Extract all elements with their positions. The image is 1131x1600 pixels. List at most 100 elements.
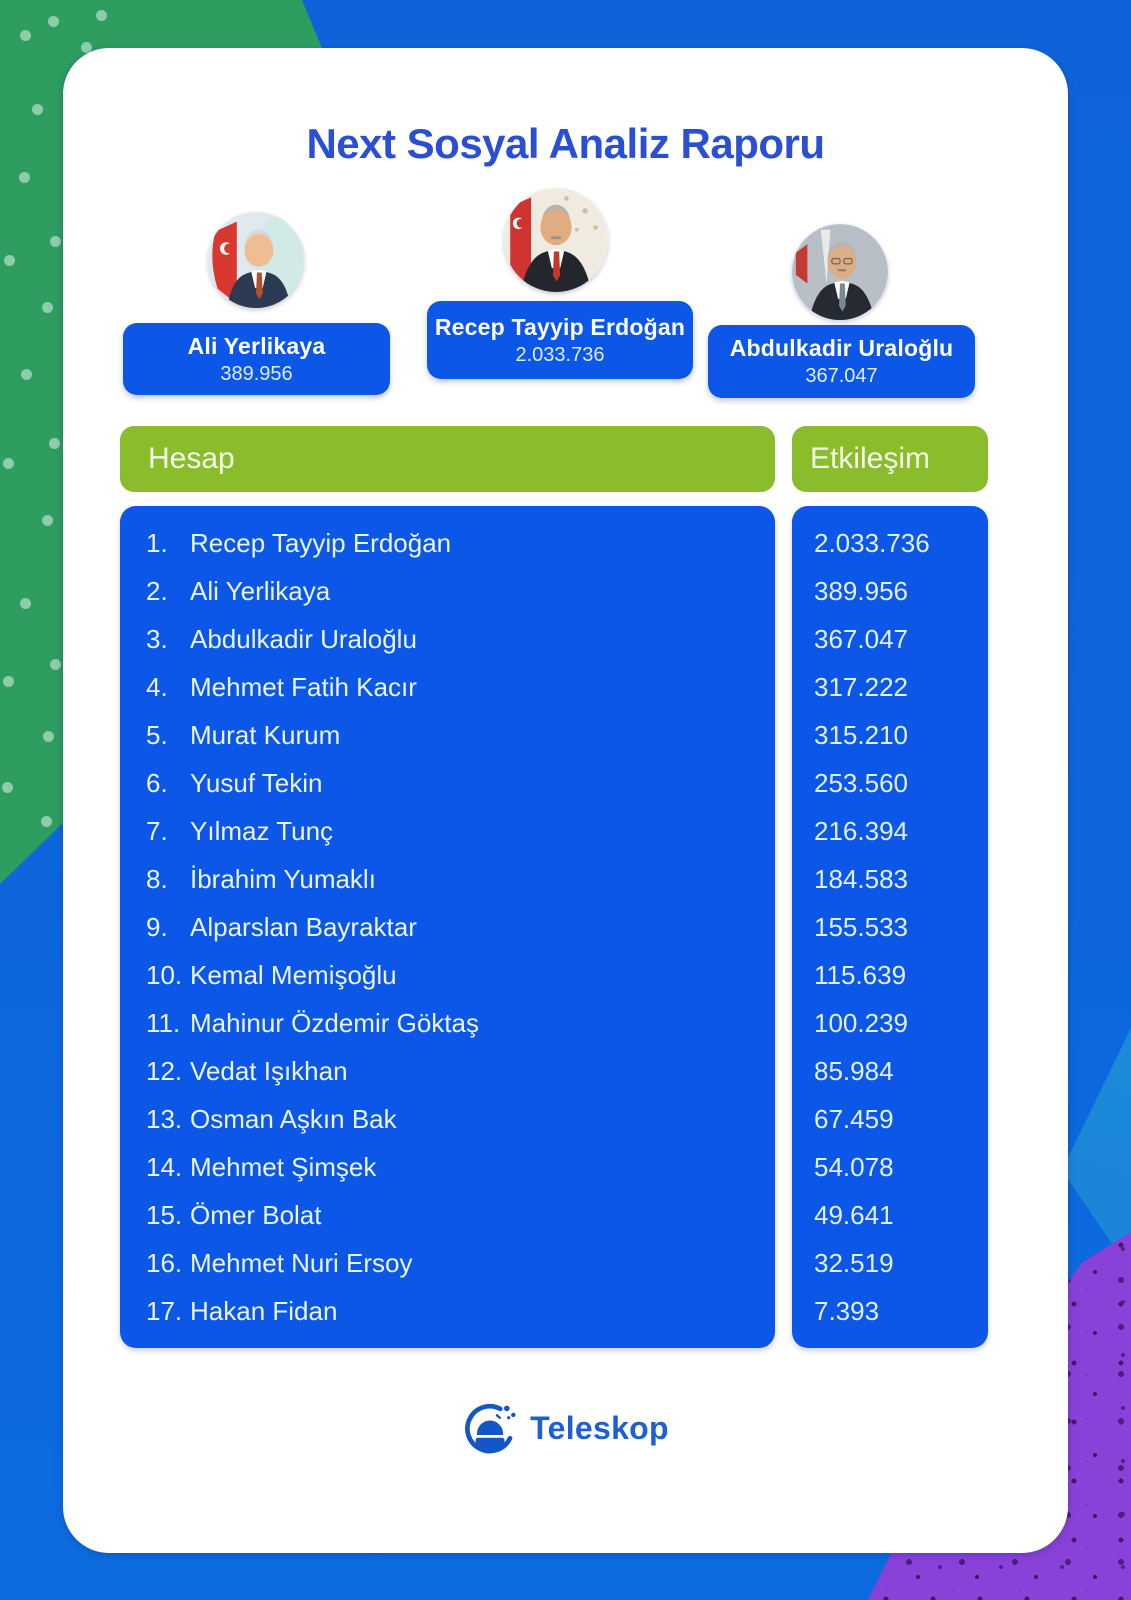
- avatar-abdulkadir-uraloglu: [792, 224, 888, 320]
- row-account-name: Mehmet Nuri Ersoy: [190, 1247, 413, 1278]
- row-rank: 1.: [146, 527, 168, 558]
- row-engagement-value: 2.033.736: [814, 527, 930, 558]
- table-row: 14. Mehmet Şimşek: [120, 1143, 775, 1191]
- table-value-row: 115.639: [792, 951, 988, 999]
- row-rank: 15.: [146, 1199, 183, 1230]
- row-account-name: Hakan Fidan: [190, 1295, 338, 1326]
- row-rank: 2.: [146, 575, 168, 606]
- row-account-name: Kemal Memişoğlu: [190, 959, 397, 990]
- row-engagement-value: 389.956: [814, 575, 908, 606]
- row-engagement-value: 184.583: [814, 863, 908, 894]
- row-engagement-value: 155.533: [814, 911, 908, 942]
- row-account-name: Mehmet Fatih Kacır: [190, 671, 417, 702]
- table-value-row: 32.519: [792, 1239, 988, 1287]
- row-engagement-value: 367.047: [814, 623, 908, 654]
- row-rank: 6.: [146, 767, 168, 798]
- row-rank: 7.: [146, 815, 168, 846]
- row-engagement-value: 216.394: [814, 815, 908, 846]
- featured-card-ali-yerlikaya: Ali Yerlikaya 389.956: [123, 323, 390, 395]
- person-photo-icon: [792, 224, 888, 320]
- row-engagement-value: 67.459: [814, 1103, 894, 1134]
- row-engagement-value: 315.210: [814, 719, 908, 750]
- row-rank: 9.: [146, 911, 168, 942]
- table-value-row: 100.239: [792, 999, 988, 1047]
- row-account-name: Yusuf Tekin: [190, 767, 323, 798]
- row-rank: 12.: [146, 1055, 183, 1086]
- row-rank: 4.: [146, 671, 168, 702]
- row-rank: 16.: [146, 1247, 183, 1278]
- green-dots-pattern: [0, 0, 11, 11]
- table-value-row: 367.047: [792, 615, 988, 663]
- row-engagement-value: 317.222: [814, 671, 908, 702]
- row-engagement-value: 253.560: [814, 767, 908, 798]
- table-row: 16. Mehmet Nuri Ersoy: [120, 1239, 775, 1287]
- table-value-row: 315.210: [792, 711, 988, 759]
- engagement-list: 2.033.736 389.956 367.047 317.222 315.210 253…: [792, 506, 988, 1348]
- column-header-account: Hesap: [120, 426, 775, 492]
- row-account-name: Yılmaz Tunç: [190, 815, 334, 846]
- table-row: 6. Yusuf Tekin: [120, 759, 775, 807]
- row-rank: 5.: [146, 719, 168, 750]
- person-photo-icon: [208, 212, 304, 308]
- avatar-recep-tayyip-erdogan: [504, 188, 608, 292]
- table-row: 1. Recep Tayyip Erdoğan: [120, 519, 775, 567]
- row-engagement-value: 100.239: [814, 1007, 908, 1038]
- table-value-row: 7.393: [792, 1287, 988, 1335]
- row-rank: 10.: [146, 959, 183, 990]
- row-account-name: Alparslan Bayraktar: [190, 911, 417, 942]
- person-photo-icon: [504, 188, 608, 292]
- row-account-name: Vedat Işıkhan: [190, 1055, 348, 1086]
- row-account-name: Recep Tayyip Erdoğan: [190, 527, 452, 558]
- table-row: 10. Kemal Memişoğlu: [120, 951, 775, 999]
- row-account-name: Mahinur Özdemir Göktaş: [190, 1007, 479, 1038]
- featured-value: 367.047: [805, 365, 878, 387]
- row-engagement-value: 7.393: [814, 1295, 880, 1326]
- table-value-row: 155.533: [792, 903, 988, 951]
- row-account-name: Ali Yerlikaya: [190, 575, 331, 606]
- table-row: 15. Ömer Bolat: [120, 1191, 775, 1239]
- table-value-row: 253.560: [792, 759, 988, 807]
- row-rank: 17.: [146, 1295, 183, 1326]
- table-row: 17. Hakan Fidan: [120, 1287, 775, 1335]
- featured-value: 389.956: [220, 362, 293, 385]
- featured-name: Abdulkadir Uraloğlu: [729, 335, 954, 361]
- row-account-name: Mehmet Şimşek: [190, 1151, 377, 1182]
- table-row: 3. Abdulkadir Uraloğlu: [120, 615, 775, 663]
- table-value-row: 2.033.736: [792, 519, 988, 567]
- table-row: 8. İbrahim Yumaklı: [120, 855, 775, 903]
- row-engagement-value: 115.639: [814, 959, 907, 990]
- teleskop-observatory-dome-icon: [465, 1403, 516, 1454]
- featured-card-abdulkadir-uraloglu: Abdulkadir Uraloğlu 367.047: [708, 325, 975, 398]
- featured-value: 2.033.736: [515, 343, 605, 366]
- table-row: 2. Ali Yerlikaya: [120, 567, 775, 615]
- brand-footer: Teleskop: [63, 1400, 1068, 1456]
- row-engagement-value: 54.078: [814, 1151, 894, 1182]
- row-account-name: Osman Aşkın Bak: [190, 1103, 397, 1134]
- avatar-ali-yerlikaya: [208, 212, 304, 308]
- brand-name: Teleskop: [530, 1409, 669, 1446]
- table-value-row: 389.956: [792, 567, 988, 615]
- row-account-name: Murat Kurum: [190, 719, 341, 750]
- row-account-name: İbrahim Yumaklı: [190, 863, 376, 894]
- table-value-row: 85.984: [792, 1047, 988, 1095]
- table-row: 5. Murat Kurum: [120, 711, 775, 759]
- table-row: 4. Mehmet Fatih Kacır: [120, 663, 775, 711]
- table-value-row: 67.459: [792, 1095, 988, 1143]
- table-value-row: 317.222: [792, 663, 988, 711]
- row-rank: 13.: [146, 1103, 183, 1134]
- row-account-name: Abdulkadir Uraloğlu: [190, 623, 417, 654]
- account-list: 1. Recep Tayyip Erdoğan 2. Ali Yerlikaya 3. A…: [120, 506, 775, 1348]
- table-value-row: 54.078: [792, 1143, 988, 1191]
- featured-name: Recep Tayyip Erdoğan: [434, 313, 686, 340]
- table-row: 13. Osman Aşkın Bak: [120, 1095, 775, 1143]
- table-row: 11. Mahinur Özdemir Göktaş: [120, 999, 775, 1047]
- table-value-row: 216.394: [792, 807, 988, 855]
- featured-card-recep-tayyip-erdogan: Recep Tayyip Erdoğan 2.033.736: [427, 301, 693, 379]
- row-account-name: Ömer Bolat: [190, 1199, 322, 1230]
- column-header-engagement: Etkileşim: [792, 426, 988, 492]
- row-rank: 8.: [146, 863, 168, 894]
- row-rank: 14.: [146, 1151, 183, 1182]
- row-engagement-value: 49.641: [814, 1199, 894, 1230]
- featured-name: Ali Yerlikaya: [187, 332, 326, 359]
- table-row: 12. Vedat Işıkhan: [120, 1047, 775, 1095]
